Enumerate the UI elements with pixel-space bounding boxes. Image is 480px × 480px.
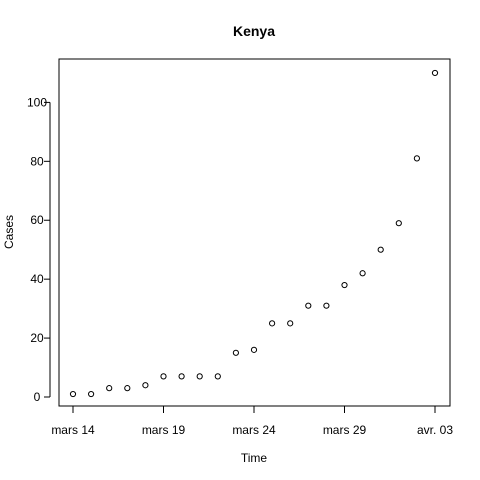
x-tick-label: mars 29: [323, 423, 367, 437]
data-point: [178, 373, 185, 380]
x-tick-label: mars 24: [232, 423, 276, 437]
data-point: [359, 270, 366, 277]
y-tick-label: 20: [30, 331, 44, 345]
data-point: [250, 346, 258, 353]
y-axis-label: Cases: [2, 215, 16, 249]
data-point: [431, 69, 439, 77]
y-tick-label: 40: [30, 272, 44, 286]
data-point: [196, 373, 203, 380]
data-point: [160, 373, 167, 380]
y-tick-label: 60: [30, 213, 44, 227]
data-point: [413, 155, 420, 162]
chart-title: Kenya: [233, 23, 275, 39]
y-tick-label: 0: [34, 390, 41, 404]
data-point: [269, 320, 276, 327]
data-point: [341, 281, 348, 289]
x-axis: mars 14 mars 19 mars 24 mars 29 avr. 03: [51, 405, 453, 437]
data-point: [395, 220, 402, 227]
x-tick-label: mars 14: [51, 423, 95, 437]
data-point: [88, 390, 95, 398]
x-tick-label: mars 19: [142, 423, 186, 437]
x-axis-label: Time: [241, 451, 268, 465]
data-point: [287, 320, 294, 327]
y-axis: 0 20 40 60 80 100: [27, 95, 51, 404]
data-point: [124, 385, 131, 392]
data-point: [142, 382, 149, 389]
data-point: [377, 246, 384, 253]
y-tick-label: 80: [30, 154, 44, 168]
x-tick-label: avr. 03: [417, 423, 453, 437]
data-point: [214, 373, 221, 380]
data-point: [69, 390, 77, 398]
data-point: [232, 349, 239, 356]
data-points: [69, 69, 439, 398]
data-point: [106, 385, 113, 392]
y-tick-label: 100: [27, 95, 47, 109]
data-point: [305, 302, 312, 309]
data-point: [323, 302, 330, 309]
